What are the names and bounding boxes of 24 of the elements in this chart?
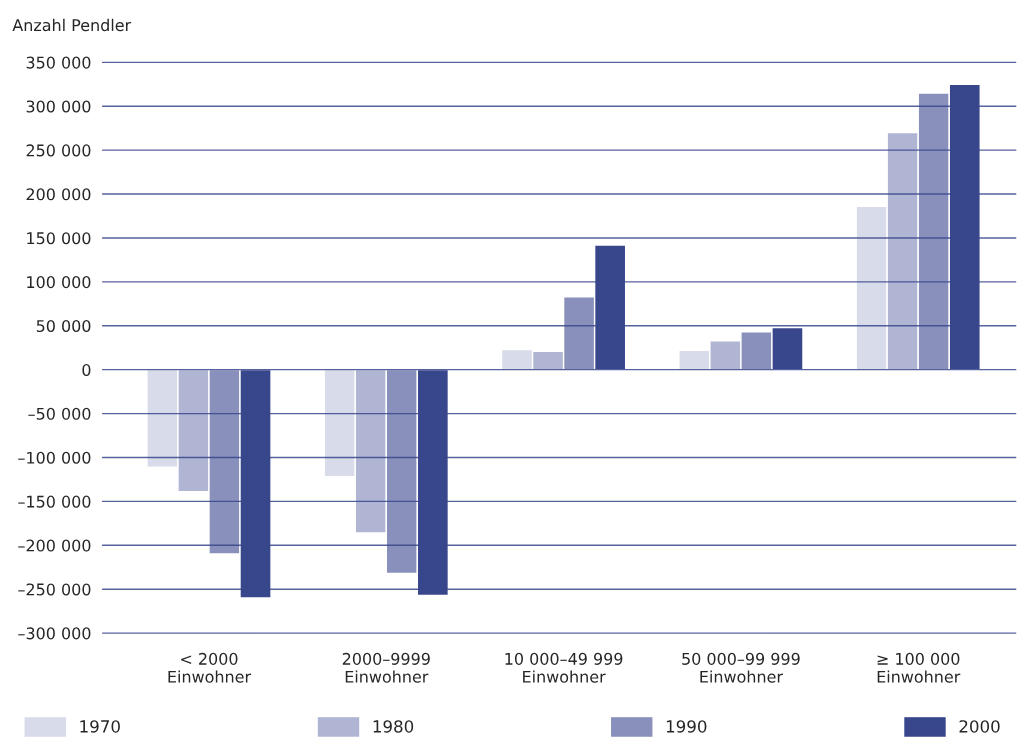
y-tick-label: –50 000 — [28, 407, 91, 420]
y-tick-label: –300 000 — [18, 627, 91, 640]
y-tick-label: 100 000 — [27, 276, 91, 289]
y-tick-label: –100 000 — [18, 451, 91, 464]
x-tick-label: < 2000 Einwohner — [168, 652, 252, 683]
legend-label: 1970 — [80, 720, 120, 733]
x-tick-label: 10 000–49 999 Einwohner — [505, 652, 623, 683]
x-tick-label: 50 000–99 999 Einwohner — [682, 652, 800, 683]
x-tick-label: ≥ 100 000 Einwohner — [877, 652, 961, 683]
y-axis-title: Anzahl Pendler — [12, 18, 132, 32]
y-tick-label: 250 000 — [26, 144, 91, 157]
y-tick-label: 300 000 — [26, 100, 91, 113]
x-tick-label: 2000–9999 Einwohner — [342, 652, 430, 683]
y-tick-label: 150 000 — [27, 232, 91, 245]
legend-label: 1990 — [666, 720, 707, 733]
y-tick-label: 50 000 — [36, 319, 91, 333]
y-tick-label: –250 000 — [18, 583, 91, 596]
y-tick-label: 200 000 — [26, 188, 91, 201]
y-tick-label: 0 — [82, 363, 91, 376]
legend-label: 2000 — [959, 720, 1000, 733]
y-tick-label: –150 000 — [18, 495, 91, 508]
y-tick-label: –200 000 — [18, 539, 91, 552]
legend-label: 1980 — [373, 720, 414, 733]
y-tick-label: 350 000 — [26, 56, 91, 69]
